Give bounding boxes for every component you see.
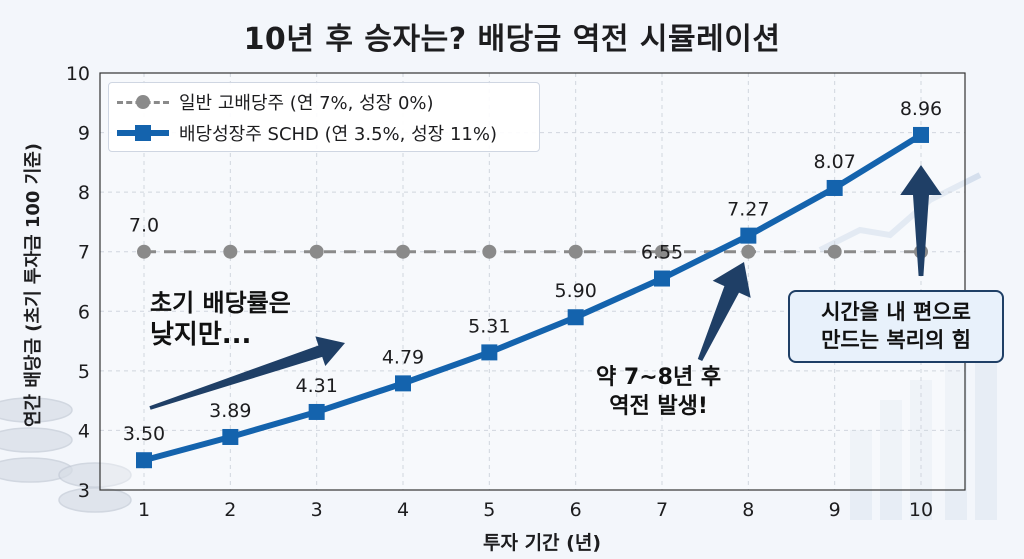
data-label: 7.27	[727, 199, 769, 221]
x-axis-label: 투자 기간 (년)	[483, 532, 601, 554]
annotation-crossover: 약 7~8년 후 역전 발생!	[596, 364, 721, 421]
series-0-point	[741, 244, 756, 259]
legend-item-growth: 배당성장주 SCHD (연 3.5%, 성장 11%)	[117, 118, 497, 148]
x-tick-label: 5	[483, 499, 495, 521]
series-0-point	[137, 244, 151, 259]
legend: 일반 고배당주 (연 7%, 성장 0%) 배당성장주 SCHD (연 3.5%…	[108, 82, 540, 152]
data-labels-layer: 7.0 3.50 3.89 4.31 4.79 5.31 5.90 6.55 7.27 8.07 8…	[123, 98, 942, 445]
arrow-compound	[900, 165, 942, 276]
series-0-point	[396, 244, 410, 259]
data-label: 8.96	[900, 98, 942, 120]
legend-swatch-dashed-circle	[117, 92, 169, 112]
data-label: 4.31	[296, 375, 338, 397]
x-tick-label: 4	[397, 499, 409, 521]
coin-decoration-1	[0, 427, 73, 453]
series-line-1	[143, 132, 923, 464]
annotation-crossover-line1: 약 7~8년 후	[596, 365, 722, 390]
y-tick-label: 10	[66, 63, 90, 85]
x-tick-label: 7	[656, 499, 668, 521]
series-0-point	[655, 244, 669, 259]
y-tick-label: 3	[78, 480, 90, 502]
y-tick-label: 9	[78, 123, 90, 145]
series-0-point	[568, 244, 583, 259]
y-tick-label: 7	[78, 242, 90, 264]
arrow-initial-yield	[149, 336, 345, 410]
annotation-initial-yield: 초기 배당률은 낮지만...	[150, 288, 291, 353]
annotation-initial-yield-line1: 초기 배당률은	[150, 289, 291, 317]
chart-title: 10년 후 승자는? 배당금 역전 시뮬레이션	[243, 22, 781, 57]
annotation-compound-box: 시간을 내 편으로 만드는 복리의 힘	[788, 290, 1004, 363]
series-1-point	[308, 403, 325, 420]
x-tick-label: 1	[138, 499, 150, 521]
series-1-point	[222, 428, 239, 445]
annotation-crossover-line2: 역전 발생!	[609, 393, 708, 419]
annotation-compound-line1: 시간을 내 편으로	[821, 300, 971, 324]
data-label: 4.79	[382, 346, 424, 368]
series-layer	[136, 126, 929, 469]
y-tick-label: 5	[78, 361, 90, 383]
bar-decoration-3	[945, 350, 967, 520]
data-label: 8.07	[814, 151, 856, 173]
x-tick-label: 3	[311, 499, 323, 521]
legend-item-high-yield: 일반 고배당주 (연 7%, 성장 0%)	[117, 87, 434, 117]
arrow-crossover	[697, 262, 751, 361]
series-0-point	[223, 244, 238, 259]
series-1-point	[567, 309, 584, 326]
x-tick-label: 9	[829, 499, 841, 521]
x-tick-label: 8	[742, 499, 754, 521]
series-1-point	[913, 126, 929, 143]
data-label: 3.89	[209, 400, 251, 422]
coin-decoration-2	[0, 397, 73, 423]
bar-decoration-0	[850, 430, 872, 520]
y-axis-label: 연간 배당금 (초기 투자금 100 기준)	[23, 142, 44, 428]
bar-decoration-4	[975, 330, 997, 520]
x-tick-label: 6	[570, 499, 582, 521]
y-tick-label: 4	[78, 420, 90, 442]
trend-decoration	[818, 172, 982, 253]
series-1-point	[740, 227, 757, 244]
series-1-point	[481, 344, 498, 361]
series-1-point	[136, 452, 152, 469]
legend-label-high-yield: 일반 고배당주 (연 7%, 성장 0%)	[179, 93, 434, 114]
annotation-arrows	[149, 165, 942, 410]
y-tick-label: 6	[78, 301, 90, 323]
series-0-point	[482, 244, 497, 259]
data-label: 5.31	[468, 315, 510, 337]
legend-label-growth: 배당성장주 SCHD (연 3.5%, 성장 11%)	[179, 124, 497, 145]
annotation-compound-line2: 만드는 복리의 힘	[821, 328, 971, 353]
series-1-point	[654, 270, 670, 287]
y-tick-label: 8	[78, 182, 90, 204]
legend-swatch-solid-square	[117, 123, 169, 143]
series-0-point	[309, 244, 324, 259]
data-label: 5.90	[555, 280, 597, 302]
data-label: 7.0	[129, 215, 159, 237]
data-label: 6.55	[641, 242, 683, 264]
x-tick-label: 10	[909, 499, 933, 521]
series-1-point	[395, 375, 411, 392]
data-label: 3.50	[123, 423, 165, 445]
annotation-initial-yield-line2: 낮지만...	[150, 320, 252, 351]
x-tick-label: 2	[224, 499, 236, 521]
coin-decoration-3	[58, 487, 132, 513]
series-0-point	[827, 244, 842, 259]
coin-decoration-4	[58, 462, 132, 488]
series-1-point	[826, 179, 843, 196]
